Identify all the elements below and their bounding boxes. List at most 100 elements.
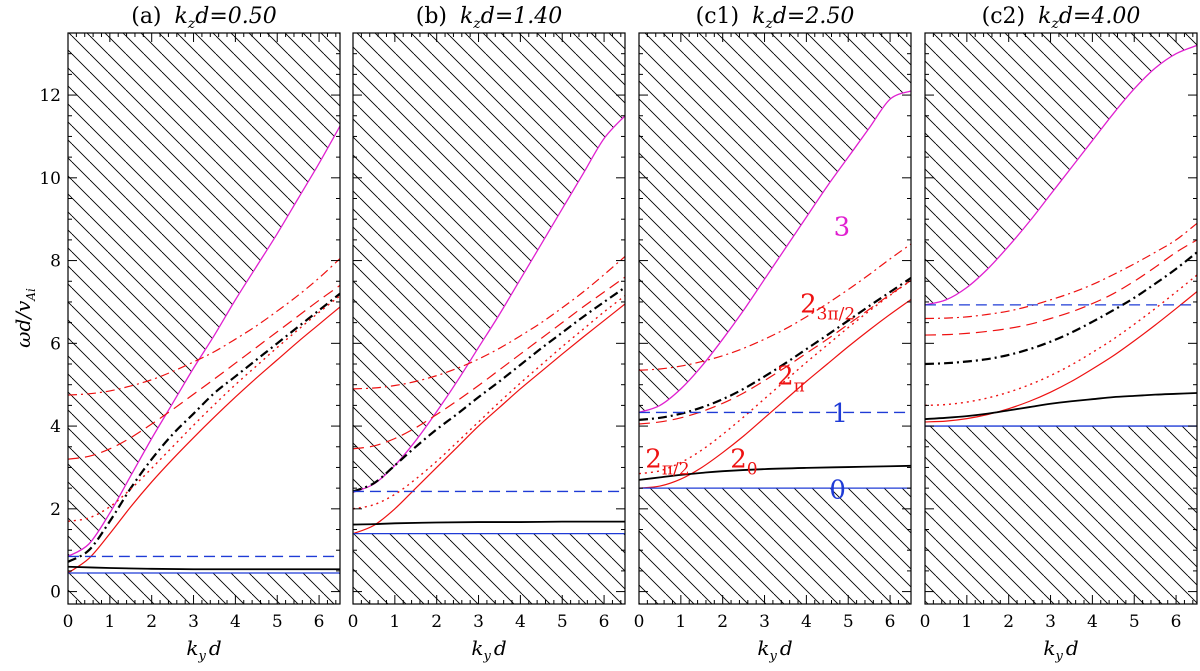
x-tick-label: 0 [634,612,645,632]
x-tick-label: 0 [63,612,74,632]
series-kink-dashdot [353,286,625,493]
panel-title: (c1) kzd=2.50 [696,4,855,32]
x-tick-label: 1 [675,612,686,632]
panel-title: (a) kzd=0.50 [131,4,277,32]
panel-frame [67,32,341,605]
x-tick-label: 3 [1045,612,1056,632]
x-tick-label: 5 [843,612,854,632]
plot-area [353,33,625,604]
series-red-dotted [925,274,1197,407]
y-tick-label: 0 [50,583,61,603]
x-axis-label-end: d [1066,636,1079,660]
series-red-dotted [639,279,911,475]
x-axis-label-end: d [780,636,793,660]
panel-title: (b) kzd=1.40 [416,4,563,32]
panel-title-k: k [460,4,473,29]
series-red-solid [639,298,911,489]
hatch-lower [68,572,340,604]
y-tick-label: 12 [39,86,61,106]
y-tick-label: 8 [50,252,61,272]
x-tick-label: 2 [146,612,157,632]
panel-title-k: k [175,4,188,29]
annotation-main: 2 [777,362,794,392]
x-tick-label: 1 [389,612,400,632]
panel-title-sub: z [187,16,196,32]
hatch-upper [68,33,340,557]
x-tick-label: 0 [920,612,931,632]
x-axis-label: ky d [471,636,506,664]
series-black-solid [925,392,1197,420]
x-axis-label: ky d [757,636,792,664]
series-black-solid [353,520,625,526]
panel-title-prefix: (a) [131,4,168,29]
panel-title-sub: z [764,16,773,32]
panel-title-prefix: (c1) [696,4,746,29]
x-axis-label-end: d [494,636,507,660]
annotation-label-2-3pi-2: 23π/2 [800,289,855,324]
hatch-lower [353,533,625,604]
panel-title-sub: z [1050,16,1059,32]
x-axis-label-sub: y [1054,649,1063,664]
x-tick-label: 0 [348,612,359,632]
series-red-dotted [68,295,340,522]
x-axis-label-end: d [209,636,222,660]
y-tick-label: 10 [39,169,61,189]
x-tick-label: 6 [314,612,325,632]
series-magenta-upper [925,44,1197,306]
annotation-label-2-0: 20 [730,444,757,479]
x-tick-label: 2 [431,612,442,632]
x-tick-label: 6 [1171,612,1182,632]
panel-title-sub: z [472,16,481,32]
annotation-main: 0 [829,475,846,505]
x-axis-label-sub: y [768,649,777,664]
annotation-sub: 3π/2 [817,304,856,324]
plot-area [925,33,1197,604]
x-tick-label: 5 [1129,612,1140,632]
panel-title-prefix: (c2) [982,4,1032,29]
annotation-sub: π/2 [662,459,690,479]
x-tick-label: 4 [230,612,241,632]
panel-title-k: k [752,4,765,29]
x-axis-label-sub: y [197,649,206,664]
hatch-upper [353,33,625,493]
series-red-dashed [925,239,1197,336]
annotation-main: 1 [831,399,848,429]
x-tick-label: 2 [1003,612,1014,632]
annotation-sub: 0 [747,459,758,479]
y-tick-label: 4 [50,417,61,437]
x-tick-label: 1 [961,612,972,632]
annotation-label-1: 1 [831,399,848,429]
x-tick-label: 3 [473,612,484,632]
series-red-solid [925,291,1197,423]
series-red-dashdot [68,258,340,396]
series-black-solid [68,565,340,571]
annotation-main: 3 [834,213,851,243]
series-red-dashed [353,276,625,450]
series-red-dashdot [353,255,625,390]
annotation-label-2-pi: 2π [777,362,805,397]
x-tick-label: 4 [801,612,812,632]
series-kink-dashdot [639,277,911,421]
x-axis-label-sub: y [482,649,491,664]
x-tick-label: 6 [599,612,610,632]
y-axis-label: ωd/vAi [11,288,38,348]
series-kink-dashdot [925,251,1197,366]
hatch-lower [639,488,911,604]
hatch-upper [925,33,1197,305]
annotation-label-3: 3 [834,213,851,243]
panel-frame [352,32,626,605]
panel-c2: 0 1 2 3 4 5 6ky d(c2) kzd=4.00 [920,4,1198,664]
panel-frame [638,32,912,605]
x-tick-label: 1 [104,612,115,632]
x-tick-label: 6 [885,612,896,632]
panel-b: 0 1 2 3 4 5 6ky d(b) kzd=1.40 [348,4,626,664]
panel-title-suffix: d=0.50 [195,4,277,29]
series-magenta-upper [68,125,340,557]
annotation-label-0: 0 [829,475,846,505]
series-red-dashed [639,279,911,425]
annotation-main: 2 [730,444,747,474]
